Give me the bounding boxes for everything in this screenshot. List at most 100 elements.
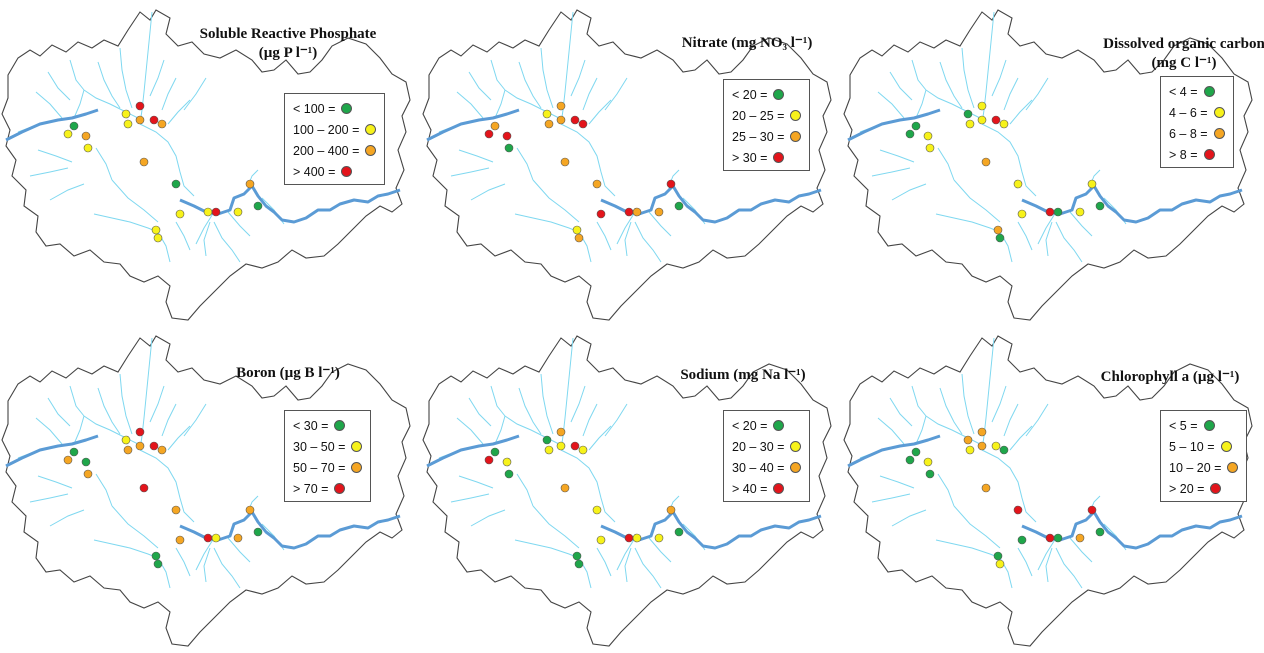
sampling-site-marker [977, 441, 987, 451]
legend-label: 20 – 30 = [732, 439, 785, 454]
map-panel-srp: Soluble Reactive Phosphate (µg P l⁻¹) < 10… [0, 0, 421, 326]
tributary [1003, 77, 1019, 111]
sampling-site-marker [572, 551, 582, 561]
tributary [624, 221, 632, 257]
tributary [953, 179, 1001, 223]
legend-label: 30 – 50 = [293, 439, 346, 454]
tributary [891, 509, 927, 527]
tributary [35, 91, 63, 119]
tributary [911, 59, 927, 91]
sampling-site-marker [135, 115, 145, 125]
legend-entry: 20 – 30 = [732, 436, 802, 457]
sampling-site-marker [911, 121, 921, 131]
sampling-site-marker [542, 435, 552, 445]
tributary [991, 385, 1007, 423]
legend-swatch [1220, 441, 1232, 452]
sampling-site-marker [1053, 533, 1063, 543]
tributary [161, 77, 177, 111]
panel-title: Nitrate (mg NO₃ l⁻¹) [617, 34, 877, 53]
sampling-site-marker [135, 101, 145, 111]
tributary [648, 211, 672, 237]
sampling-site-marker [993, 225, 1003, 235]
legend-entry: 25 – 30 = [732, 126, 802, 147]
main-river [426, 108, 822, 224]
tributary [560, 449, 616, 523]
panel-title: Boron (µg B l⁻¹) [158, 364, 418, 383]
sampling-site-marker [139, 483, 149, 493]
tributary [514, 213, 580, 233]
sampling-site-marker [632, 533, 642, 543]
map-panel-doc: Dissolved organic carbon (mg C l⁻¹) < 4 = 4… [842, 0, 1264, 326]
map-panel-nitrate: Nitrate (mg NO₃ l⁻¹) < 20 = 20 – 25 = 25 – … [421, 0, 842, 326]
sampling-site-marker [560, 483, 570, 493]
legend-label: > 400 = [293, 164, 336, 179]
tributary [119, 47, 133, 109]
sampling-site-marker [1017, 209, 1027, 219]
legend-label: 20 – 25 = [732, 108, 785, 123]
catchment-boundary [843, 335, 1253, 647]
legend-label: 5 – 10 = [1169, 439, 1215, 454]
legend-entry: 4 – 6 = [1169, 102, 1225, 123]
tributary [111, 179, 159, 223]
panel-title-line1: Chlorophyll a (µg l⁻¹) [1100, 369, 1240, 385]
sampling-site-marker [123, 445, 133, 455]
tributary [450, 493, 490, 503]
legend-entry: 100 – 200 = [293, 119, 377, 140]
legend-swatch [773, 89, 785, 100]
tributary [97, 387, 121, 435]
tributary [532, 179, 580, 223]
legend-entry: > 8 = [1169, 144, 1225, 165]
tributary [1003, 403, 1019, 437]
sampling-site-marker [253, 527, 263, 537]
sampling-site-marker [556, 441, 566, 451]
tributary [1025, 77, 1049, 111]
sampling-site-marker [965, 445, 975, 455]
panel-title-line1: Boron (µg B l⁻¹) [236, 365, 340, 381]
tributary [889, 71, 913, 101]
tributary [470, 183, 506, 201]
tributary [470, 509, 506, 527]
sampling-site-marker [578, 119, 588, 129]
tributary [468, 397, 492, 427]
main-river [426, 434, 822, 550]
tributary [518, 61, 542, 109]
legend-entry: < 20 = [732, 84, 801, 105]
tributary [981, 337, 995, 451]
legend-entry: > 20 = [1169, 478, 1238, 499]
sampling-site-marker [963, 109, 973, 119]
legend-swatch [351, 441, 363, 452]
sampling-site-marker [674, 527, 684, 537]
sampling-site-marker [560, 157, 570, 167]
sampling-site-marker [666, 179, 676, 189]
sampling-site-marker [572, 225, 582, 235]
tributary [49, 183, 85, 201]
legend-entry: < 30 = [293, 415, 362, 436]
legend-swatch [790, 131, 802, 142]
legend-label: < 100 = [293, 101, 336, 116]
tributary [891, 183, 927, 201]
sampling-site-marker [1095, 527, 1105, 537]
sampling-site-marker [69, 447, 79, 457]
sampling-site-marker [149, 441, 159, 451]
panel-title-line1: Sodium (mg Na l⁻¹) [680, 367, 806, 383]
legend-swatch [773, 152, 785, 163]
tributary [981, 123, 1037, 197]
tributary [1009, 99, 1033, 125]
sampling-site-marker [666, 505, 676, 515]
sampling-site-marker [1087, 505, 1097, 515]
tributary [514, 539, 580, 559]
tributary [95, 147, 113, 181]
sampling-site-marker [544, 119, 554, 129]
sampling-site-marker [69, 121, 79, 131]
tributary [183, 403, 207, 437]
sampling-site-marker [121, 109, 131, 119]
tributary [634, 221, 662, 263]
legend-entry: > 70 = [293, 478, 362, 499]
sampling-site-marker [923, 131, 933, 141]
sampling-site-marker [502, 131, 512, 141]
legend: < 30 = 30 – 50 = 50 – 70 = > 70 = [284, 410, 372, 502]
tributary [35, 417, 63, 445]
tributary [93, 213, 159, 233]
legend-entry: < 20 = [732, 415, 801, 436]
